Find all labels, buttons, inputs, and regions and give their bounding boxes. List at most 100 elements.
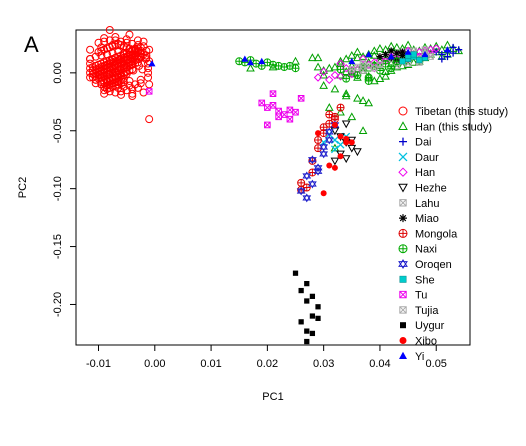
point-1-64 <box>375 74 385 82</box>
point-13-6 <box>359 60 367 67</box>
point-9-11 <box>336 65 345 74</box>
point-0-201 <box>91 75 100 84</box>
legend-label-3: Daur <box>415 152 439 164</box>
plot-frame <box>75 29 471 346</box>
point-0-179 <box>86 68 95 77</box>
legend-marker-14 <box>400 322 406 329</box>
point-0-218 <box>115 56 124 65</box>
series-15 <box>315 121 355 197</box>
point-0-149 <box>128 39 137 48</box>
point-15-5 <box>315 130 322 137</box>
point-8-7 <box>336 103 345 112</box>
point-0-124 <box>119 78 128 87</box>
point-10-5 <box>324 135 334 145</box>
point-0-192 <box>117 90 126 99</box>
point-16-3 <box>258 57 266 65</box>
point-12-9 <box>275 113 282 121</box>
point-12-6 <box>286 115 294 123</box>
point-14-4 <box>315 304 321 310</box>
point-14-6 <box>309 313 316 319</box>
point-11-5 <box>410 51 417 58</box>
point-12-1 <box>258 99 266 107</box>
point-2-4 <box>455 46 463 54</box>
legend-marker-10 <box>398 259 408 269</box>
point-12-7 <box>292 108 299 116</box>
point-0-177 <box>86 59 95 68</box>
point-0-185 <box>144 73 153 82</box>
legend-label-5: Hezhe <box>415 183 447 195</box>
series-11 <box>399 51 429 65</box>
point-3-2 <box>336 140 345 149</box>
point-1-32 <box>353 53 362 62</box>
point-0-176 <box>136 79 145 88</box>
point-7-7 <box>398 48 406 56</box>
point-7-0 <box>376 53 384 61</box>
point-1-80 <box>358 126 368 135</box>
legend-label-1: Han (this study) <box>415 121 492 133</box>
point-12-5 <box>280 111 288 118</box>
point-1-76 <box>364 98 374 107</box>
point-13-0 <box>348 66 356 73</box>
point-1-27 <box>454 46 464 55</box>
point-0-168 <box>91 79 100 88</box>
point-9-17 <box>353 71 362 80</box>
legend-marker-12 <box>399 290 407 299</box>
point-1-74 <box>341 89 351 97</box>
point-10-1 <box>302 193 312 203</box>
legend-label-4: Han <box>415 167 435 179</box>
point-9-10 <box>291 64 300 73</box>
point-12-0 <box>145 88 153 95</box>
legend-marker-11 <box>399 275 407 283</box>
point-1-68 <box>358 96 368 104</box>
point-14-11 <box>304 338 310 345</box>
point-0-172 <box>114 83 123 92</box>
point-1-66 <box>409 57 419 66</box>
point-1-34 <box>369 50 379 59</box>
point-4-23 <box>358 54 368 64</box>
x-tick-label-1: 0.00 <box>144 358 165 370</box>
series-16 <box>148 46 451 67</box>
point-0-226 <box>139 37 148 46</box>
point-0-199 <box>131 44 140 53</box>
point-0-204 <box>125 76 134 85</box>
point-1-79 <box>347 112 357 121</box>
point-0-221 <box>141 54 150 63</box>
point-0-18 <box>139 42 148 51</box>
point-14-9 <box>304 328 310 334</box>
x-tick-label-4: 0.03 <box>313 358 334 370</box>
point-14-7 <box>315 315 321 321</box>
point-1-83 <box>313 62 323 71</box>
point-16-0 <box>148 60 156 67</box>
point-14-5 <box>304 298 310 304</box>
point-0-217 <box>106 57 115 66</box>
point-0-190 <box>133 36 142 45</box>
series-12 <box>145 88 305 129</box>
point-12-8 <box>264 121 271 129</box>
point-15-3 <box>337 133 344 140</box>
x-tick-label-2: 0.01 <box>200 358 221 370</box>
point-16-4 <box>365 50 373 58</box>
point-0-225 <box>145 45 154 54</box>
legend-label-13: Tujia <box>415 305 439 317</box>
point-8-11 <box>314 136 323 145</box>
point-13-5 <box>376 61 384 69</box>
point-0-197 <box>108 41 117 50</box>
series-0 <box>86 26 154 124</box>
point-15-8 <box>348 139 355 146</box>
legend-label-12: Tu <box>415 290 427 302</box>
y-tick-label-2: -0.10 <box>52 176 64 201</box>
point-0-216 <box>138 65 147 74</box>
point-0-205 <box>136 75 145 84</box>
point-1-29 <box>324 63 334 72</box>
point-0-213 <box>112 68 121 77</box>
point-1-59 <box>392 62 402 71</box>
point-1-3 <box>308 53 317 62</box>
point-4-12 <box>330 70 340 80</box>
point-0-224 <box>145 115 154 124</box>
point-8-0 <box>297 178 306 187</box>
point-0-145 <box>105 36 114 45</box>
point-0-211 <box>95 71 104 80</box>
point-14-0 <box>292 270 299 276</box>
point-0-159 <box>97 51 106 60</box>
point-16-1 <box>241 55 249 62</box>
